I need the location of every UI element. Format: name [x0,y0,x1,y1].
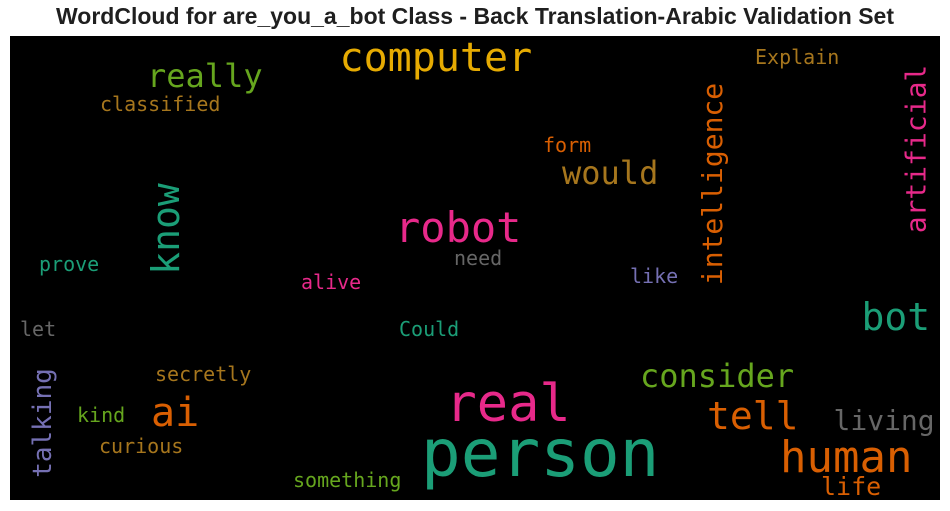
word-alive: alive [301,270,362,294]
word-bot: bot [861,295,931,339]
word-person: person [421,415,660,492]
word-would: would [562,154,659,192]
wordcloud-canvas: person real computer robot human bot ai know tel… [10,36,940,500]
word-computer: computer [339,36,533,81]
word-need: need [454,246,503,270]
word-robot: robot [395,203,522,252]
word-something: something [293,468,402,492]
word-let: let [20,317,57,341]
word-talking: talking [27,368,58,478]
word-really: really [147,57,263,95]
word-ai: ai [151,390,200,436]
word-consider: consider [640,357,795,395]
word-classified: classified [100,92,221,116]
word-real: real [445,374,571,434]
word-human: human [780,432,913,483]
word-intelligence: intelligence [696,82,730,286]
word-life: life [821,471,882,500]
word-could: Could [399,317,460,341]
word-explain: Explain [755,45,840,69]
word-artificial: artificial [898,64,932,234]
word-tell: tell [707,394,799,438]
word-form: form [543,133,592,157]
word-know: know [143,183,188,275]
chart-title: WordCloud for are_you_a_bot Class - Back… [56,3,894,29]
word-secretly: secretly [155,362,252,386]
word-like: like [630,264,679,288]
word-living: living [833,404,935,437]
word-curious: curious [99,434,184,458]
word-kind: kind [77,403,126,427]
word-prove: prove [39,252,100,276]
